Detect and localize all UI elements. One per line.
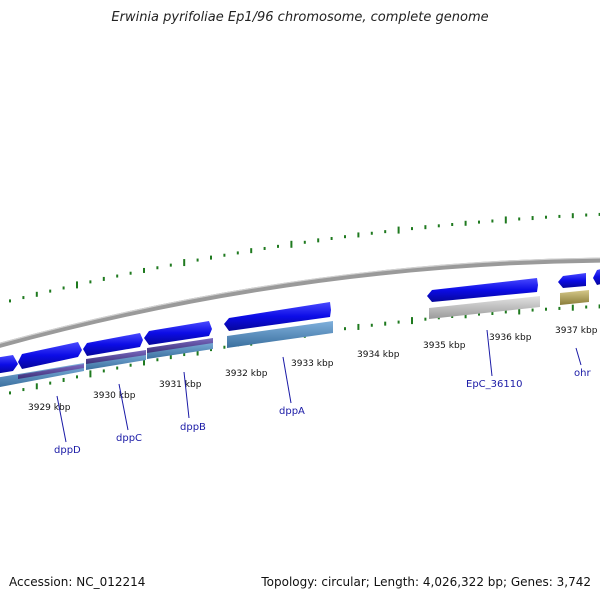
chromosome-backbone-highlight [0, 257, 600, 344]
gene-arrow-EpC_36110 [427, 278, 538, 302]
gene-arrows [0, 269, 600, 374]
map-title: Erwinia pyrifoliae Ep1/96 chromosome, co… [111, 10, 489, 25]
accession-label: Accession: NC_012214 [9, 575, 146, 589]
kbp-label-3933: 3933 kbp [291, 359, 334, 369]
kbp-label-3935: 3935 kbp [423, 341, 466, 351]
gene-arrow-dppB [144, 321, 212, 345]
cds-bar-dppC-purple [86, 350, 146, 364]
gene-arrow-dppC [83, 333, 143, 356]
cds-bars [0, 290, 589, 388]
kbp-label-3937: 3937 kbp [555, 326, 598, 336]
cds-bar-dppB-purple [147, 338, 213, 353]
cds-bar-dppD-purple [18, 364, 84, 379]
gene-label-dppC[interactable]: dppC [116, 433, 142, 444]
gene-label-ohr[interactable]: ohr [574, 368, 591, 379]
kbp-label-3931: 3931 kbp [159, 380, 202, 390]
kbp-label-3930: 3930 kbp [93, 391, 136, 401]
leader-dppD [56, 395, 67, 443]
leader-dppC [118, 383, 129, 431]
gene-arrow-ohr [558, 273, 586, 288]
gene-label-dppA[interactable]: dppA [279, 406, 305, 417]
leader-dppA [282, 356, 292, 404]
kbp-labels: 3929 kbp 3930 kbp 3931 kbp 3932 kbp 3933… [28, 326, 598, 413]
kbp-label-3934: 3934 kbp [357, 350, 400, 360]
gene-label-EpC_36110[interactable]: EpC_36110 [466, 379, 522, 390]
leader-dppB [183, 371, 190, 419]
gene-label-dppB[interactable]: dppB [180, 422, 206, 433]
kbp-label-3936: 3936 kbp [489, 333, 532, 343]
gene-arrow-right-edge [593, 269, 600, 285]
cds-bar-ohr [560, 290, 589, 305]
leader-ohr [575, 347, 582, 366]
chromosome-backbone [0, 257, 600, 348]
gene-labels: dppD dppC dppB dppA EpC_36110 ohr [54, 368, 591, 456]
kbp-label-3929: 3929 kbp [28, 403, 71, 413]
gene-label-dppD[interactable]: dppD [54, 445, 81, 456]
kbp-label-3932: 3932 kbp [225, 369, 268, 379]
gene-arrow-dppA [224, 302, 331, 331]
gene-arrow-left-edge [0, 355, 18, 374]
genome-summary: Topology: circular; Length: 4,026,322 bp… [261, 575, 591, 589]
gene-leader-lines [56, 329, 582, 443]
gene-arrow-dppD [18, 342, 82, 369]
leader-EpC_36110 [486, 329, 493, 377]
cds-bar-dppA [227, 321, 333, 348]
upper-gc-ticks [9, 212, 600, 303]
cds-bar-EpC_36110 [429, 296, 540, 319]
